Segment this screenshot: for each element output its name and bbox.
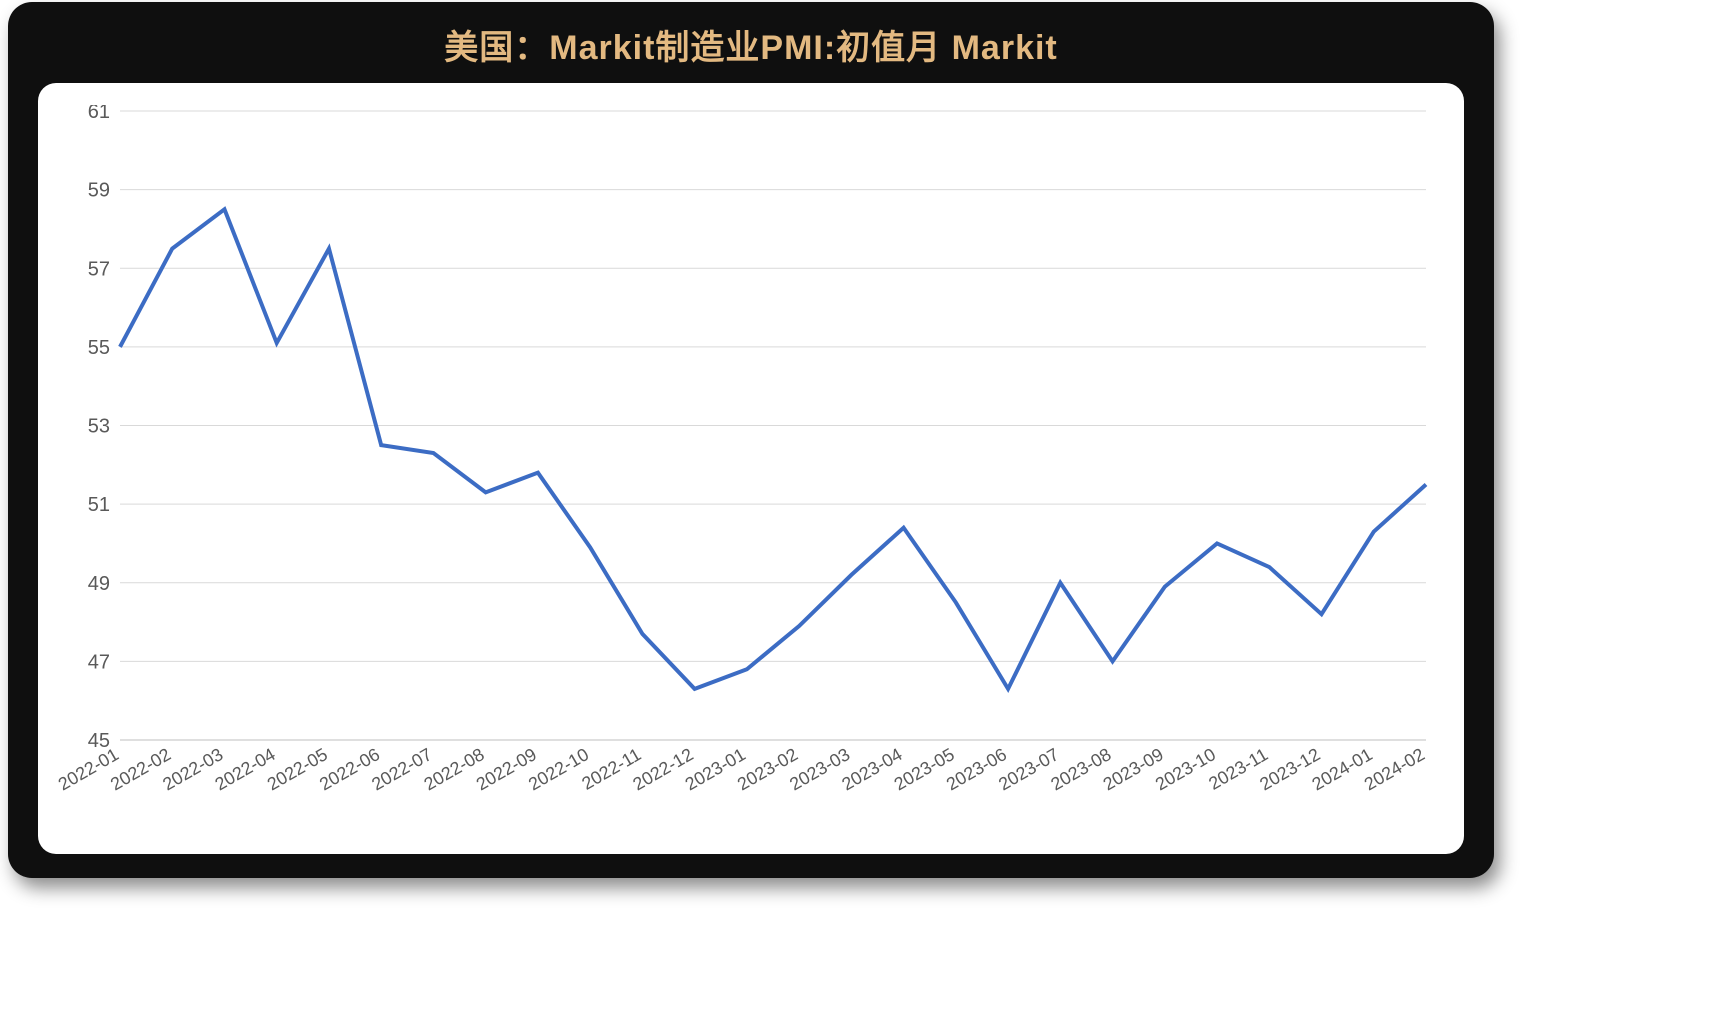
- x-tick-label: 2024-02: [1361, 744, 1428, 794]
- chart-panel: 4547495153555759612022-012022-022022-032…: [38, 83, 1464, 854]
- y-tick-label: 49: [88, 573, 110, 595]
- y-tick-label: 61: [88, 105, 110, 123]
- plot-area: 4547495153555759612022-012022-022022-032…: [56, 105, 1436, 840]
- chart-card: 美国：Markit制造业PMI:初值月 Markit 4547495153555…: [8, 2, 1494, 878]
- pmi-series-line: [120, 209, 1426, 689]
- line-chart-svg: 4547495153555759612022-012022-022022-032…: [56, 105, 1436, 840]
- y-tick-label: 47: [88, 651, 110, 673]
- chart-title: 美国：Markit制造业PMI:初值月 Markit: [38, 20, 1464, 69]
- x-tick-label: 2023-10: [1152, 744, 1219, 794]
- x-tick-label: 2022-10: [525, 744, 592, 794]
- y-tick-label: 57: [88, 258, 110, 280]
- y-tick-label: 55: [88, 337, 110, 359]
- y-tick-label: 53: [88, 416, 110, 438]
- y-tick-label: 59: [88, 180, 110, 202]
- y-tick-label: 51: [88, 494, 110, 516]
